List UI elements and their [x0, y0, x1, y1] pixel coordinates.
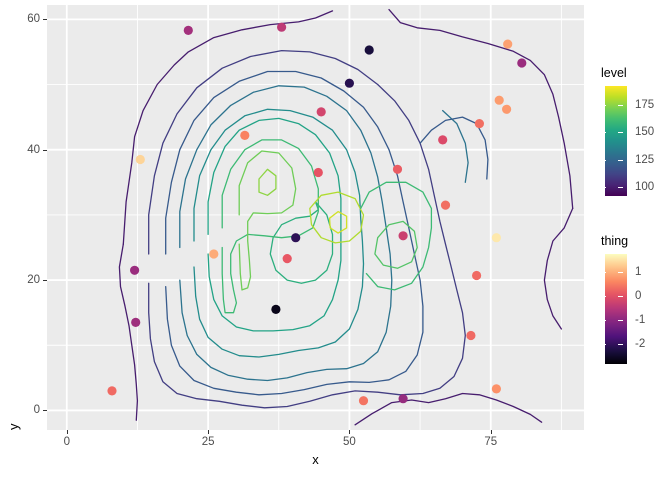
legend-tick-label: -1 — [635, 313, 646, 326]
scatter-point — [271, 304, 281, 314]
legend-tick-label: 175 — [635, 98, 655, 111]
legend-tick-mark — [618, 295, 623, 297]
legend-tick-mark — [601, 132, 606, 134]
scatter-point — [398, 394, 408, 404]
x-tick-mark — [490, 430, 492, 434]
y-tick-mark — [43, 149, 47, 151]
legend-tick-mark — [601, 343, 606, 345]
legend-level-ticks: 175 150 125 100 — [601, 86, 671, 196]
y-axis-title: y — [6, 423, 21, 431]
x-tick-label: 75 — [484, 436, 498, 448]
scatter-point — [240, 130, 250, 140]
legend-tick-label: 150 — [635, 126, 655, 139]
legend-tick-label: 1 — [635, 265, 642, 278]
scatter-point — [392, 164, 403, 174]
scatter-point — [358, 396, 369, 406]
legend-tick-label: 0 — [635, 289, 642, 302]
legend-level-title: level — [601, 66, 627, 80]
scatter-point — [438, 135, 448, 145]
scatter-point — [282, 254, 292, 264]
plot-panel — [47, 5, 584, 430]
scatter-point — [494, 95, 504, 105]
legend-tick-mark — [618, 319, 623, 321]
panel-gridlines — [47, 5, 584, 430]
legend-tick-mark — [618, 159, 623, 161]
scatter-point — [491, 233, 501, 243]
legend-level-colorbar — [605, 86, 627, 196]
y-tick-mark — [43, 280, 47, 282]
x-tick-mark — [66, 430, 68, 434]
scatter-point — [316, 107, 326, 117]
legend-thing-title: thing — [601, 234, 629, 248]
legend-thing-colorbar — [605, 254, 627, 364]
legend-tick-mark — [601, 104, 606, 106]
scatter-point — [344, 78, 354, 88]
y-tick-label: 20 — [27, 274, 40, 287]
scatter-point — [364, 45, 374, 55]
scatter-layer — [107, 22, 527, 406]
legend-tick-mark — [601, 319, 606, 321]
scatter-point — [472, 270, 482, 281]
scatter-point — [130, 265, 140, 275]
y-tick-mark — [43, 410, 47, 412]
legend-level: level 175 150 125 100 — [601, 66, 671, 206]
scatter-point — [107, 386, 117, 396]
scatter-point — [474, 119, 484, 129]
scatter-point — [398, 231, 408, 241]
x-axis-title: x — [312, 452, 319, 467]
x-tick-mark — [208, 430, 210, 434]
legend-tick-mark — [601, 187, 606, 189]
legend-tick-label: 125 — [635, 153, 655, 166]
legend-tick-mark — [618, 104, 623, 106]
legend-tick-mark — [601, 271, 606, 273]
legend-tick-mark — [618, 132, 623, 134]
y-tick-label: 0 — [33, 404, 40, 417]
scatter-point — [183, 25, 193, 35]
scatter-point — [502, 104, 512, 114]
y-tick-label: 60 — [27, 13, 40, 26]
x-tick-label: 50 — [343, 436, 356, 448]
scatter-point — [517, 58, 527, 68]
panel-background — [47, 5, 584, 430]
x-tick-label: 25 — [201, 436, 215, 448]
legend-tick-mark — [601, 159, 606, 161]
legend-thing-ticks: 1 0 -1 -2 — [601, 254, 671, 364]
scatter-point — [503, 39, 513, 49]
legend-tick-mark — [601, 295, 606, 297]
legend-tick-label: -2 — [635, 337, 646, 350]
y-tick-mark — [43, 19, 47, 21]
scatter-point — [291, 233, 301, 243]
scatter-point — [209, 249, 219, 259]
legend-tick-mark — [618, 187, 623, 189]
scatter-point — [440, 200, 451, 210]
scatter-point — [313, 167, 323, 178]
scatter-point — [135, 154, 145, 165]
x-tick-mark — [349, 430, 351, 434]
scatter-point — [131, 317, 141, 327]
y-tick-label: 40 — [27, 143, 40, 156]
x-tick-label: 0 — [63, 436, 70, 448]
scatter-point — [491, 384, 501, 394]
legend-tick-mark — [618, 343, 623, 345]
scatter-point — [277, 22, 287, 32]
legend-tick-mark — [618, 271, 623, 273]
scatter-point — [466, 330, 476, 341]
legend-tick-label: 100 — [635, 181, 655, 194]
legend-thing: thing 1 0 -1 -2 — [601, 234, 671, 374]
contour-layer — [118, 8, 574, 426]
